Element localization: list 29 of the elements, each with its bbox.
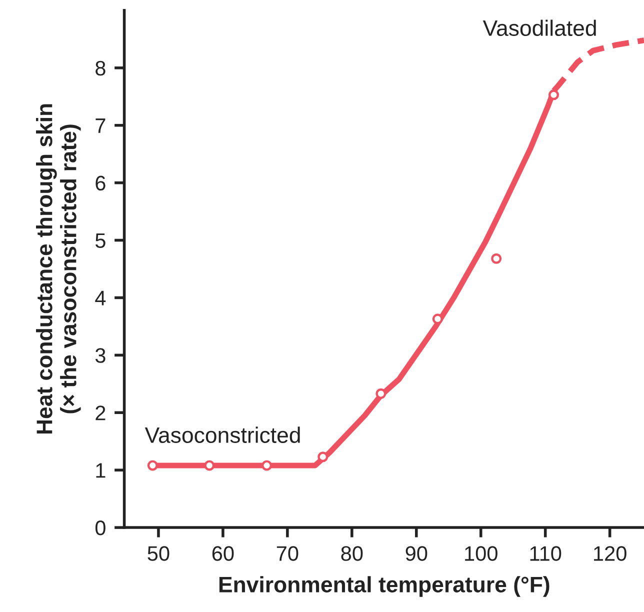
annotation: Vasoconstricted — [144, 426, 300, 444]
y-tick-label: 3 — [95, 348, 106, 363]
y-tick-label: 4 — [95, 290, 106, 306]
x-tick-label: 100 — [465, 546, 498, 561]
point — [204, 460, 215, 471]
y-tick-label: 6 — [96, 176, 106, 191]
y-tick-label: 5 — [95, 233, 106, 248]
x-tick-label: 120 — [594, 546, 626, 561]
x-tick-label: 50 — [148, 546, 170, 561]
y-tick-label: 1 — [96, 463, 106, 478]
x-tick-label: 110 — [530, 546, 562, 561]
x-tick-label: 70 — [276, 546, 298, 561]
y-tick-label: 8 — [96, 60, 106, 76]
point — [548, 90, 560, 100]
x-axis-title: Environmental temperature (°F) — [219, 576, 550, 597]
point — [262, 460, 272, 471]
point — [432, 314, 443, 324]
point — [147, 460, 158, 471]
point — [376, 388, 386, 399]
y-axis-title: Heat conductance through skin (× the vasoconstricted rate) — [36, 104, 81, 434]
annotation: Vasodilated — [482, 20, 596, 36]
y-tick-label: 7 — [96, 118, 106, 133]
x-tick-label: 80 — [341, 546, 363, 561]
x-tick-label: 60 — [212, 546, 234, 561]
y-tick-label: 0 — [95, 520, 106, 536]
y-tick-label: 2 — [96, 406, 106, 420]
x-tick-label: 90 — [406, 546, 428, 561]
point — [318, 452, 328, 462]
point — [491, 253, 502, 264]
